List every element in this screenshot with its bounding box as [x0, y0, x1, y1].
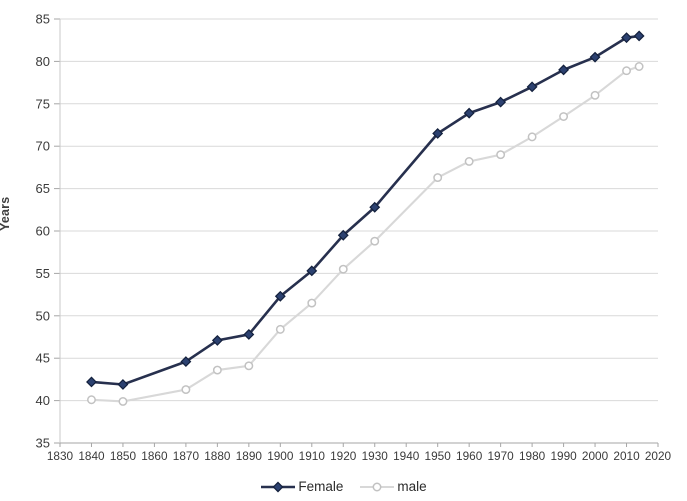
- series-male-line: [91, 65, 640, 403]
- x-axis-tick-label: 1980: [519, 449, 546, 463]
- x-axis-tick-label: 1920: [330, 449, 357, 463]
- series-female-marker: [432, 128, 444, 139]
- series-female-marker: [117, 379, 129, 390]
- series-female-marker: [633, 30, 645, 42]
- y-axis-tick-label: 70: [36, 139, 50, 154]
- y-axis-tick-label: 65: [36, 181, 50, 196]
- series-female-marker: [86, 376, 97, 388]
- series-female-marker: [526, 81, 538, 93]
- series-male-marker: [464, 157, 474, 166]
- x-axis-tick-label: 1950: [425, 449, 452, 463]
- x-axis-tick-label: 2020: [645, 449, 672, 463]
- series-female-marker: [306, 265, 318, 277]
- series-female-marker: [369, 201, 381, 213]
- series-male-marker: [307, 298, 317, 308]
- y-axis-tick-label: 85: [36, 12, 50, 27]
- x-axis-tick-label: 1960: [456, 449, 483, 463]
- series-female-marker: [621, 32, 632, 44]
- series-male-marker: [370, 236, 380, 246]
- legend-marker-sample: [272, 481, 284, 492]
- x-axis-tick-label: 1940: [393, 449, 420, 463]
- series-male-marker: [433, 173, 443, 183]
- series-female-marker: [180, 356, 192, 368]
- x-axis-tick-label: 1930: [362, 449, 389, 463]
- x-axis-tick-label: 1850: [110, 449, 137, 463]
- series-female-marker: [243, 329, 255, 340]
- series-male-marker: [118, 396, 128, 406]
- y-axis-title-text: Years: [0, 196, 12, 231]
- legend-diamond-marker-icon: [261, 481, 296, 492]
- series-male-marker: [634, 62, 644, 71]
- series-female-marker: [558, 64, 570, 76]
- legend-item-male: male: [359, 479, 427, 494]
- legend-item-female: Female: [260, 479, 343, 494]
- series-male-marker: [590, 90, 600, 100]
- x-axis-tick-label: 1830: [47, 449, 74, 463]
- legend-label-male: male: [397, 479, 427, 494]
- series-female-marker: [337, 229, 349, 241]
- series-male-marker: [87, 395, 96, 405]
- legend-circle-marker-icon: [360, 482, 395, 491]
- y-axis-tick-label: 75: [36, 96, 50, 111]
- chart-legend: Female male: [0, 479, 687, 494]
- legend-label-female: Female: [298, 479, 344, 494]
- series-female-marker: [495, 96, 507, 108]
- y-axis-tick-label: 55: [36, 266, 50, 281]
- y-axis-tick-label: 80: [36, 54, 50, 69]
- y-axis-tick-label: 40: [36, 393, 50, 408]
- series-female-line: [91, 34, 640, 386]
- x-axis-tick-label: 1900: [267, 449, 294, 463]
- y-axis-tick-label: 50: [36, 308, 50, 323]
- series-male-marker: [338, 264, 348, 274]
- series-male-marker: [275, 324, 285, 334]
- y-axis-tick-label: 35: [36, 436, 50, 451]
- y-axis-tick-label: 45: [36, 351, 50, 366]
- series-female-marker: [589, 51, 601, 63]
- series-male-marker: [559, 112, 569, 121]
- series-male-marker: [181, 385, 191, 395]
- x-axis-tick-label: 2010: [613, 449, 640, 463]
- series-female-marker: [211, 334, 223, 346]
- legend-marker-sample: [372, 482, 382, 491]
- series-male-marker: [622, 66, 631, 76]
- x-axis-tick-label: 2000: [582, 449, 609, 463]
- series-male-marker: [212, 365, 222, 375]
- x-axis-tick-label: 1890: [236, 449, 263, 463]
- x-axis-tick-label: 1990: [550, 449, 577, 463]
- x-axis-tick-label: 1880: [204, 449, 231, 463]
- x-axis-tick-label: 1860: [141, 449, 168, 463]
- series-male-marker: [496, 150, 506, 160]
- series-female-marker: [463, 107, 475, 119]
- x-axis-tick-label: 1970: [488, 449, 515, 463]
- series-male-marker: [527, 132, 537, 142]
- y-axis-tick-label: 60: [36, 224, 50, 239]
- series-male-marker: [244, 361, 254, 371]
- series-female-marker: [274, 290, 286, 302]
- x-axis-tick-label: 1910: [299, 449, 326, 463]
- x-axis-tick-label: 1840: [78, 449, 105, 463]
- x-axis-tick-label: 1870: [173, 449, 200, 463]
